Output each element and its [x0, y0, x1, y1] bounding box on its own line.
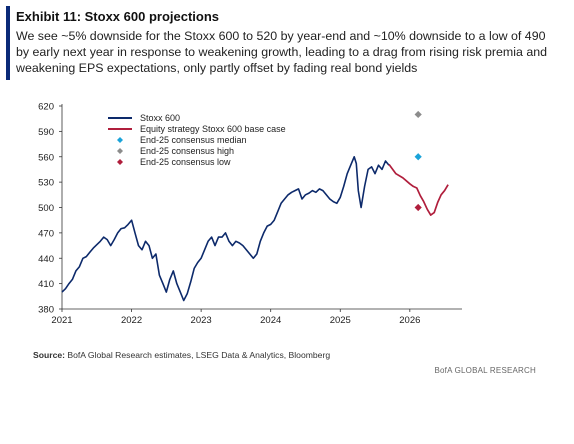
- y-tick-label: 530: [38, 178, 54, 189]
- brand-label: BofA GLOBAL RESEARCH: [434, 366, 536, 375]
- y-tick-label: 590: [38, 127, 54, 138]
- x-tick-label: 2025: [330, 315, 351, 326]
- x-tick-label: 2022: [121, 315, 142, 326]
- x-tick-label: 2024: [260, 315, 281, 326]
- consensus-point-4: [414, 203, 422, 212]
- title-accent-bar: [6, 6, 10, 80]
- stoxx-600-line: [61, 156, 390, 302]
- source-note: Source: BofA Global Research estimates, …: [33, 350, 330, 360]
- legend-label: End-25 consensus low: [140, 157, 231, 167]
- legend-swatch-diamond: [117, 159, 123, 165]
- y-tick-label: 620: [38, 102, 54, 113]
- legend-swatch-diamond: [117, 137, 123, 143]
- y-tick-label: 500: [38, 203, 54, 214]
- legend-label: Stoxx 600: [140, 113, 180, 123]
- consensus-point-2: [414, 153, 422, 161]
- y-tick-label: 440: [38, 254, 54, 265]
- source-label: Source:: [33, 350, 65, 360]
- legend-label: Equity strategy Stoxx 600 base case: [140, 124, 286, 134]
- legend-label: End-25 consensus high: [140, 146, 234, 156]
- legend-swatch-diamond: [117, 148, 123, 154]
- base-case-line: [388, 163, 449, 216]
- x-tick-label: 2021: [51, 315, 72, 326]
- y-tick-label: 410: [38, 279, 54, 290]
- y-tick-label: 470: [38, 228, 54, 239]
- exhibit-subtitle: We see ~5% downside for the Stoxx 600 to…: [16, 29, 548, 75]
- exhibit-title: Exhibit 11: Stoxx 600 projections: [16, 9, 220, 24]
- x-tick-label: 2023: [191, 315, 212, 326]
- consensus-point-3: [414, 110, 422, 119]
- x-tick-label: 2026: [399, 315, 420, 326]
- y-tick-label: 560: [38, 152, 54, 163]
- legend-label: End-25 consensus median: [140, 135, 247, 145]
- y-tick-label: 380: [38, 305, 54, 316]
- source-text: BofA Global Research estimates, LSEG Dat…: [67, 350, 331, 360]
